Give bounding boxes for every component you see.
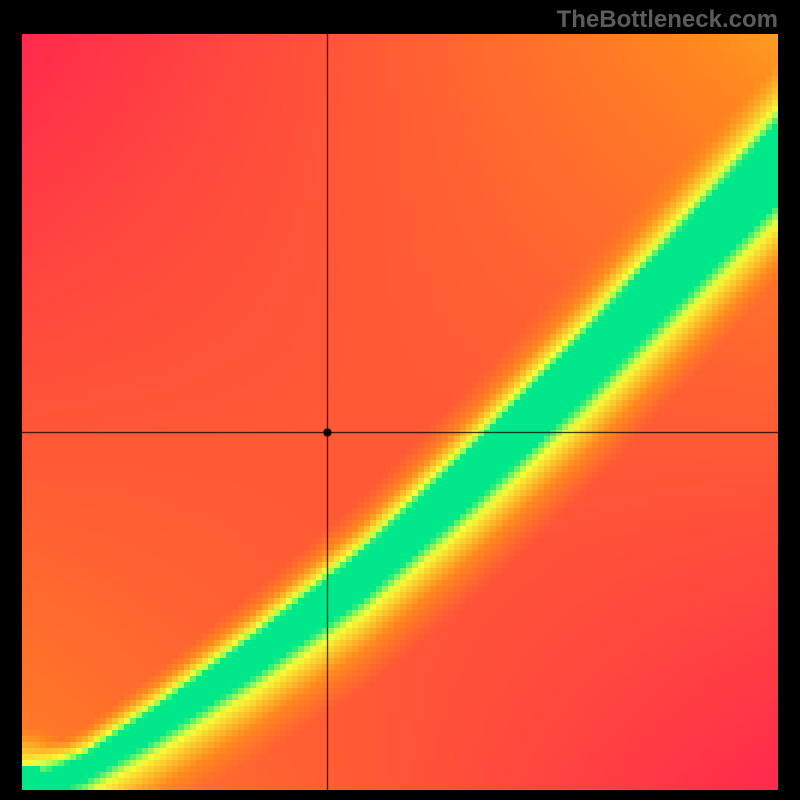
bottleneck-heatmap <box>22 34 778 790</box>
watermark-text: TheBottleneck.com <box>557 6 778 34</box>
chart-container: TheBottleneck.com <box>0 0 800 800</box>
